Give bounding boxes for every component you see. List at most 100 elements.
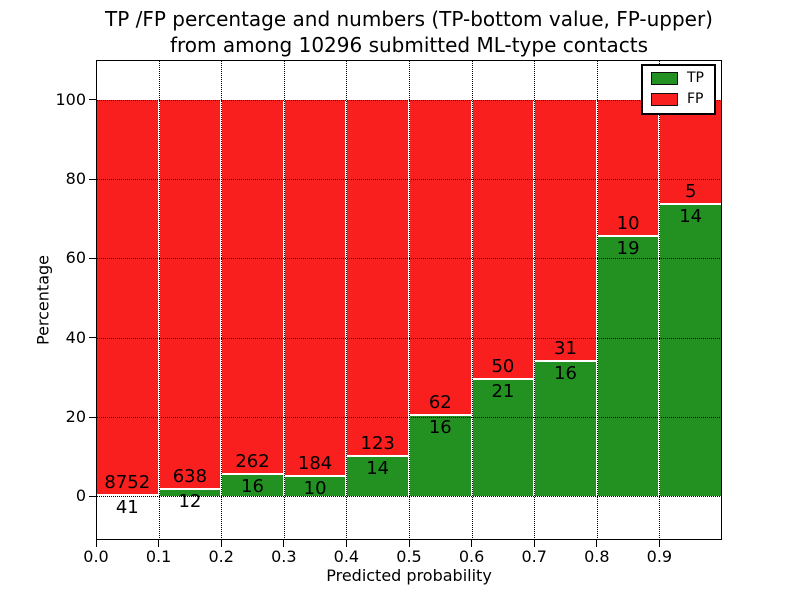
fp-count-label: 123 — [360, 432, 395, 454]
chart-title-line2: from among 10296 submitted ML-type conta… — [169, 33, 649, 57]
x-axis-tick — [345, 540, 347, 547]
x-axis-tick — [408, 540, 410, 547]
x-axis-tick-label: 0.8 — [584, 547, 610, 566]
fp-count-label: 62 — [428, 391, 452, 413]
x-axis-tick — [158, 540, 160, 547]
legend-item-fp: FP — [651, 92, 704, 107]
v-gridline — [158, 60, 160, 540]
y-axis-tick-label: 60 — [65, 248, 86, 268]
v-gridline — [346, 60, 348, 540]
tp-bar — [284, 475, 346, 497]
y-axis-tick-label: 20 — [65, 407, 86, 427]
tp-bar — [660, 204, 721, 497]
v-gridline — [409, 60, 410, 540]
fp-bar — [535, 99, 596, 362]
h-gridline — [96, 258, 722, 260]
tp-bar — [222, 473, 283, 497]
tp-count-label: 21 — [491, 381, 515, 403]
h-gridline — [96, 337, 722, 339]
tp-bar — [97, 494, 158, 497]
h-gridline — [96, 99, 722, 101]
tp-bar — [472, 379, 534, 497]
v-gridline — [659, 60, 661, 540]
fp-count-label: 5 — [684, 181, 697, 203]
tp-bar — [410, 414, 471, 497]
tp-count-label: 12 — [178, 491, 202, 513]
fp-bar — [597, 99, 659, 237]
tp-count-label: 14 — [366, 457, 390, 479]
fp-bar — [159, 99, 221, 490]
y-axis-tick-label: 80 — [65, 169, 86, 188]
fp-legend-swatch-icon — [651, 93, 678, 106]
y-axis-tick-label: 0 — [75, 486, 86, 506]
x-axis-tick — [95, 540, 97, 547]
x-axis-tick-label: 0.5 — [396, 547, 422, 566]
tp-count-label: 14 — [679, 206, 703, 228]
fp-bar — [222, 99, 283, 474]
x-axis-label: Predicted probability — [326, 566, 492, 585]
tp-count-label: 16 — [554, 363, 577, 385]
chart-title-line1: TP /FP percentage and numbers (TP-bottom… — [105, 7, 713, 31]
h-gridline — [96, 496, 722, 498]
x-axis-tick-label: 0.1 — [145, 547, 172, 566]
x-axis-tick-label: 0.7 — [521, 547, 547, 566]
v-gridline — [534, 60, 536, 540]
y-axis-tick — [89, 257, 96, 259]
legend-label-tp: TP — [687, 70, 704, 86]
tp-count-label: 16 — [428, 416, 452, 438]
x-axis-tick — [596, 540, 598, 547]
fp-count-label: 262 — [235, 450, 270, 472]
tp-count-label: 19 — [616, 238, 640, 260]
fp-count-label: 50 — [491, 356, 515, 378]
x-axis-tick — [220, 540, 222, 547]
x-axis-tick-label: 0.0 — [83, 547, 109, 566]
y-axis-tick — [89, 416, 96, 418]
y-axis-tick — [89, 99, 96, 101]
tp-bar — [535, 361, 596, 497]
plot-area: TP FP 8752 41 638 12 262 16 184 10 123 14 62 16 50 21… — [55, 60, 722, 566]
tp-count-label: 10 — [303, 477, 327, 499]
fp-count-label: 184 — [297, 452, 333, 474]
fp-count-label: 10 — [616, 213, 640, 235]
x-axis-tick-label: 0.3 — [271, 547, 297, 566]
legend-item-tp: TP — [651, 71, 704, 86]
v-gridline — [596, 60, 598, 540]
v-gridline — [283, 60, 285, 540]
v-gridline — [471, 60, 473, 540]
x-axis-tick-label: 0.9 — [646, 547, 673, 566]
fp-bar — [410, 99, 471, 415]
x-axis-tick-label: 0.6 — [458, 547, 485, 566]
y-axis-tick-label: 100 — [55, 89, 86, 109]
fp-bar — [660, 99, 721, 205]
h-gridline — [96, 417, 722, 419]
y-axis-tick-label: 40 — [65, 327, 86, 347]
v-gridline — [221, 60, 223, 540]
legend: TP FP — [641, 64, 716, 115]
tp-bar — [597, 236, 659, 497]
legend-label-fp: FP — [687, 91, 704, 107]
chart-title: TP /FP percentage and numbers (TP-bottom… — [96, 6, 722, 58]
tp-count-label: 16 — [241, 475, 264, 497]
tp-count-label: 41 — [115, 496, 139, 518]
fp-count-label: 638 — [172, 466, 208, 488]
x-axis-tick — [283, 540, 285, 547]
fp-bar — [347, 99, 408, 456]
tp-bar — [159, 489, 221, 497]
h-gridline — [96, 179, 722, 180]
tp-legend-swatch-icon — [651, 72, 678, 85]
fp-bar — [284, 99, 346, 476]
fp-bar — [97, 99, 158, 495]
x-axis-tick-label: 0.4 — [333, 547, 360, 566]
x-axis-tick — [533, 540, 535, 547]
fp-count-label: 8752 — [104, 471, 151, 493]
y-axis-tick — [89, 178, 96, 180]
fp-bar — [472, 99, 534, 380]
y-axis-tick — [89, 337, 96, 339]
tp-bar — [347, 455, 408, 497]
y-axis-tick — [89, 495, 96, 497]
x-axis-tick — [471, 540, 473, 547]
x-axis-tick — [658, 540, 660, 547]
fp-count-label: 31 — [554, 338, 577, 360]
x-axis-tick-label: 0.2 — [208, 547, 234, 566]
